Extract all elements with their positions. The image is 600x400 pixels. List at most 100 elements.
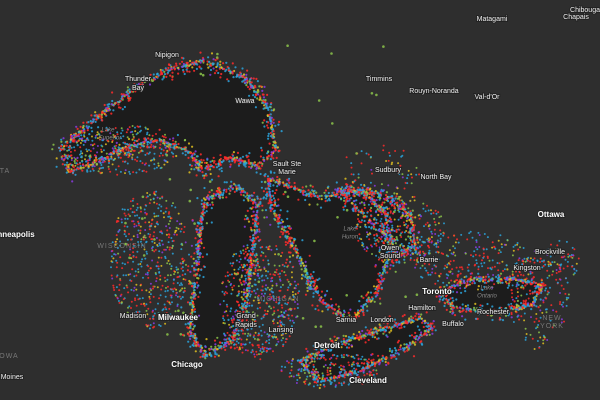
dot xyxy=(260,146,263,149)
dot xyxy=(112,286,115,289)
dot xyxy=(156,196,159,199)
dot xyxy=(194,333,197,336)
dot xyxy=(131,88,134,91)
dot xyxy=(378,198,381,201)
dot xyxy=(127,306,129,309)
dot xyxy=(248,88,251,91)
dot xyxy=(244,78,247,81)
dot xyxy=(227,342,231,346)
dot xyxy=(312,194,315,197)
dot xyxy=(100,113,103,116)
dot xyxy=(280,218,283,221)
dot xyxy=(87,161,90,164)
dot xyxy=(60,145,63,148)
dot xyxy=(203,174,206,177)
dot xyxy=(180,297,182,300)
dot xyxy=(286,235,289,238)
dot xyxy=(455,305,458,308)
dot xyxy=(139,86,143,89)
dot xyxy=(341,343,344,346)
dot xyxy=(306,273,309,276)
dot xyxy=(351,335,354,338)
dot xyxy=(311,277,314,280)
dot xyxy=(375,327,378,331)
dot xyxy=(379,302,382,305)
dot xyxy=(99,161,102,165)
dot xyxy=(79,165,82,168)
dot xyxy=(458,284,462,287)
dot xyxy=(285,231,288,234)
dot xyxy=(229,163,232,166)
dot xyxy=(204,198,207,201)
dot xyxy=(360,295,363,298)
dot xyxy=(390,195,393,198)
dot xyxy=(62,137,65,140)
dot xyxy=(245,296,248,300)
dot xyxy=(201,225,204,228)
dot xyxy=(277,123,280,126)
dot xyxy=(242,312,245,315)
dot xyxy=(249,226,252,229)
dot xyxy=(98,160,101,163)
dot xyxy=(369,291,373,294)
dot xyxy=(260,164,264,167)
dot xyxy=(132,220,135,223)
dot xyxy=(152,309,154,312)
dot xyxy=(193,282,196,285)
dot xyxy=(123,147,126,150)
dot xyxy=(286,210,289,213)
dot xyxy=(341,194,345,197)
dot xyxy=(183,72,186,76)
dot xyxy=(369,192,372,195)
dot xyxy=(394,270,397,273)
dot xyxy=(92,161,95,164)
dot xyxy=(87,121,90,124)
dot xyxy=(301,186,304,189)
dot xyxy=(360,201,363,204)
dot xyxy=(413,245,416,248)
dot xyxy=(75,141,78,144)
dot xyxy=(507,284,510,287)
dot xyxy=(273,108,276,111)
dot xyxy=(121,267,124,270)
dot xyxy=(252,201,255,204)
dot xyxy=(210,345,213,348)
dot xyxy=(270,116,273,119)
dot xyxy=(439,298,442,301)
dot xyxy=(222,189,225,192)
dot xyxy=(269,194,272,197)
dot xyxy=(405,219,408,222)
dot xyxy=(371,353,374,356)
dot xyxy=(246,69,249,72)
dot xyxy=(385,326,388,329)
dot xyxy=(202,202,205,205)
dot xyxy=(273,204,276,207)
dot xyxy=(115,266,118,269)
dot xyxy=(195,166,198,169)
dot xyxy=(177,142,180,146)
dot xyxy=(180,228,183,230)
dot xyxy=(156,244,159,246)
dot xyxy=(280,230,283,233)
dot xyxy=(539,298,542,301)
dot xyxy=(214,193,217,196)
dot xyxy=(398,323,401,326)
dot xyxy=(135,288,138,291)
dot xyxy=(526,303,530,306)
dot xyxy=(99,156,102,159)
dot xyxy=(186,269,189,272)
dot xyxy=(327,306,330,309)
dot xyxy=(133,143,136,147)
dot xyxy=(261,121,264,124)
dot xyxy=(182,269,184,272)
dot xyxy=(158,250,161,253)
dot xyxy=(352,333,355,336)
dot xyxy=(69,141,72,144)
dot xyxy=(406,349,409,352)
dot xyxy=(368,188,371,191)
dot xyxy=(453,314,457,317)
dot xyxy=(418,315,421,318)
dot xyxy=(265,106,268,109)
dot xyxy=(316,304,319,307)
dot xyxy=(161,251,164,254)
